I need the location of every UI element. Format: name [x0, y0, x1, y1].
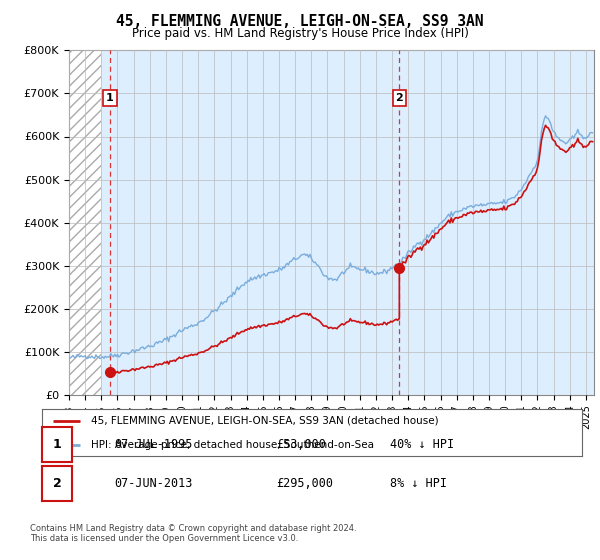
Text: 07-JUN-2013: 07-JUN-2013: [114, 477, 193, 491]
Text: 45, FLEMMING AVENUE, LEIGH-ON-SEA, SS9 3AN (detached house): 45, FLEMMING AVENUE, LEIGH-ON-SEA, SS9 3…: [91, 416, 438, 426]
Text: 2: 2: [395, 93, 403, 102]
Text: Contains HM Land Registry data © Crown copyright and database right 2024.
This d: Contains HM Land Registry data © Crown c…: [30, 524, 356, 543]
Text: 8% ↓ HPI: 8% ↓ HPI: [390, 477, 447, 491]
Text: HPI: Average price, detached house, Southend-on-Sea: HPI: Average price, detached house, Sout…: [91, 440, 374, 450]
Text: 2: 2: [53, 477, 61, 491]
Text: 1: 1: [53, 438, 61, 451]
Text: 1: 1: [106, 93, 114, 102]
Text: 45, FLEMMING AVENUE, LEIGH-ON-SEA, SS9 3AN: 45, FLEMMING AVENUE, LEIGH-ON-SEA, SS9 3…: [116, 14, 484, 29]
Text: Price paid vs. HM Land Registry's House Price Index (HPI): Price paid vs. HM Land Registry's House …: [131, 27, 469, 40]
Text: 40% ↓ HPI: 40% ↓ HPI: [390, 438, 454, 451]
Text: £53,000: £53,000: [276, 438, 326, 451]
Text: £295,000: £295,000: [276, 477, 333, 491]
Text: 07-JUL-1995: 07-JUL-1995: [114, 438, 193, 451]
